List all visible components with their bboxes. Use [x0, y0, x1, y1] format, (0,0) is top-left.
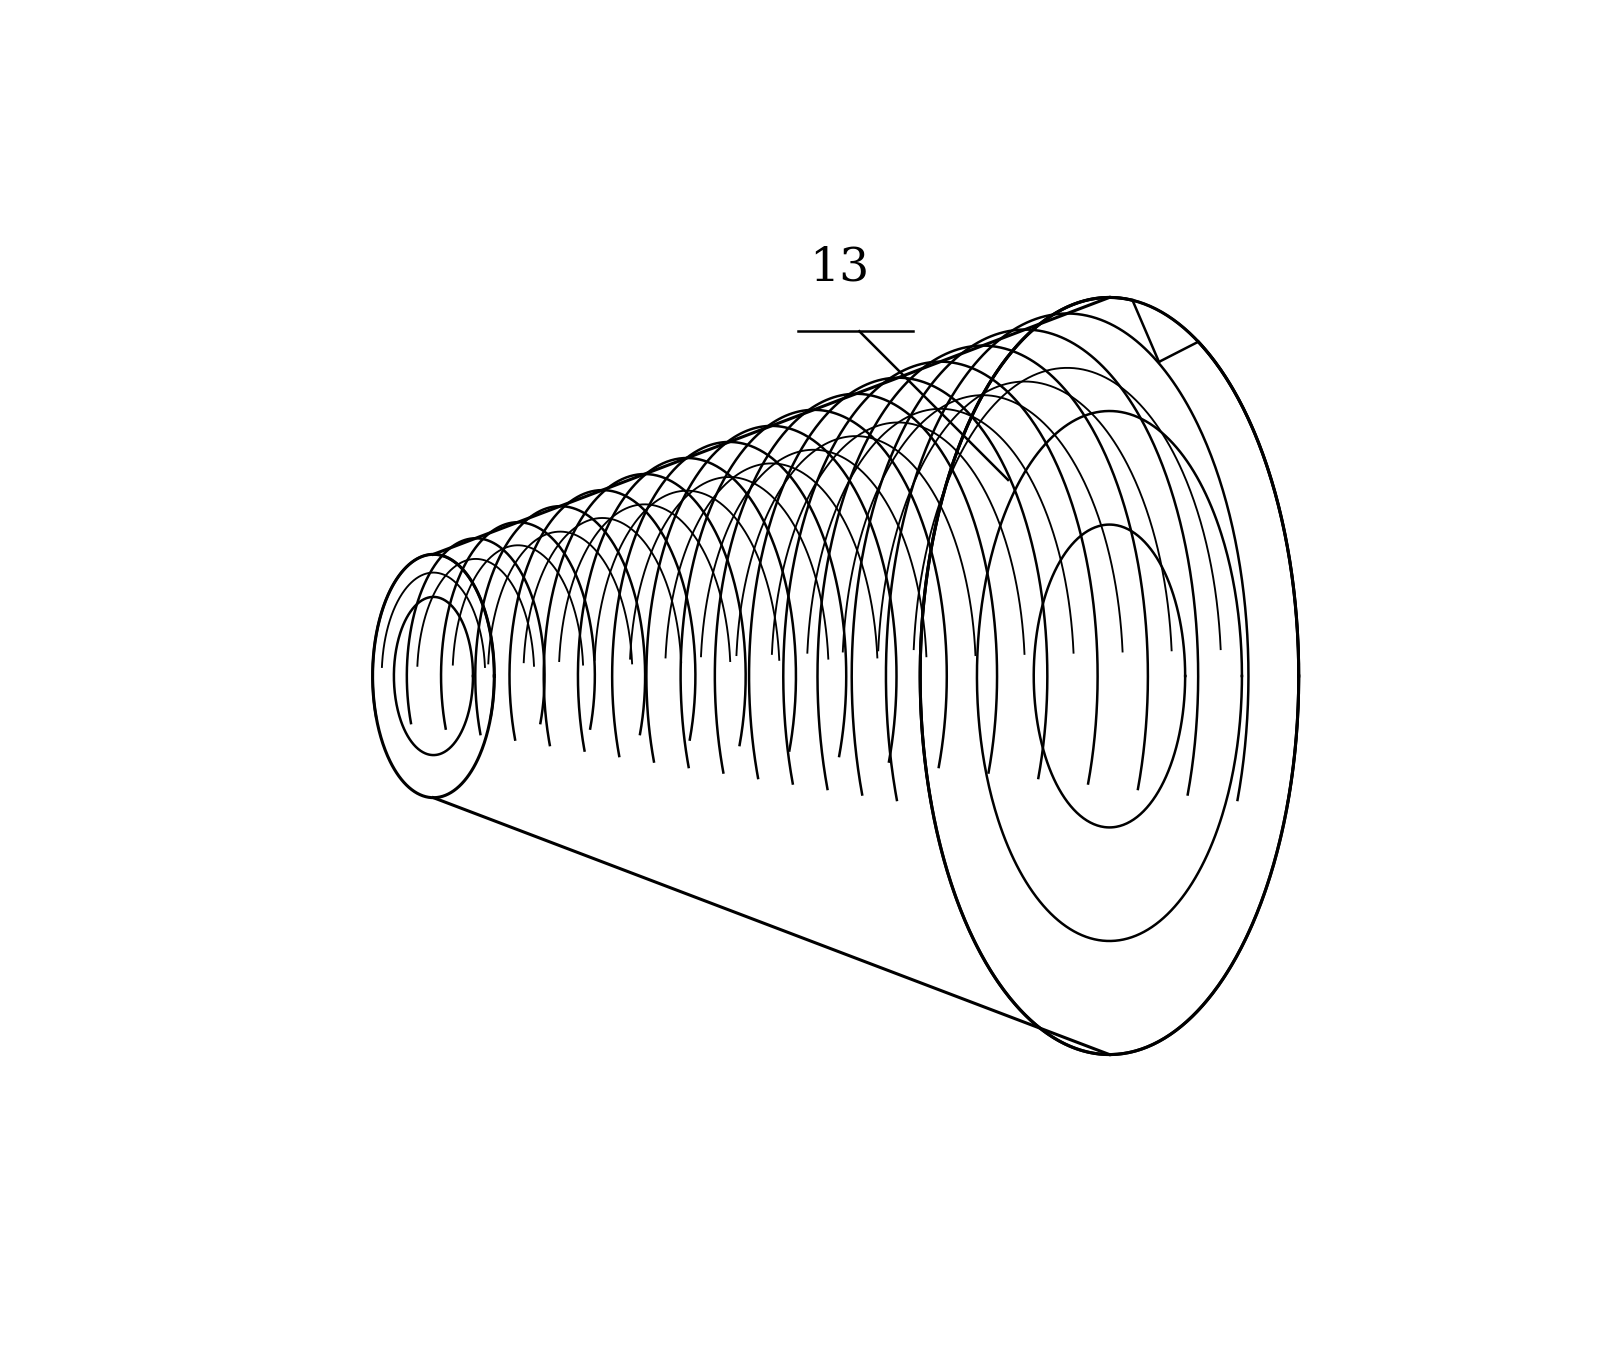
Text: 13: 13 — [808, 246, 868, 291]
